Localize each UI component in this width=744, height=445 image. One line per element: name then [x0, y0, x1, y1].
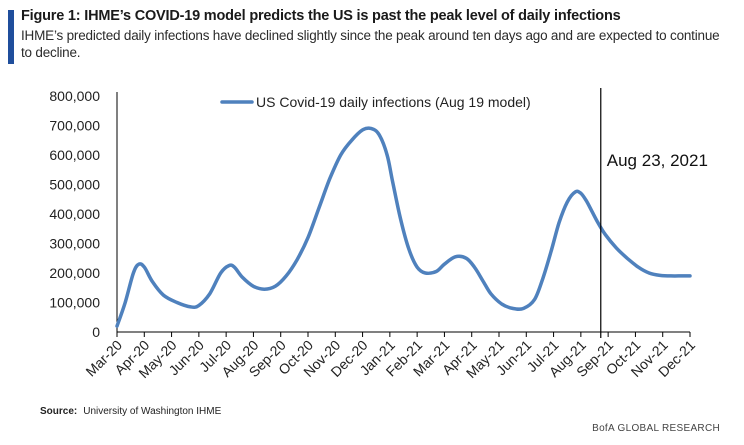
accent-bar [8, 10, 14, 64]
y-tick-label: 700,000 [49, 118, 100, 134]
x-axis: Mar-20Apr-20May-20Jun-20Jul-20Aug-20Sep-… [82, 331, 698, 381]
y-tick-label: 800,000 [49, 88, 100, 104]
y-tick-label: 100,000 [49, 295, 100, 311]
y-tick-label: 500,000 [49, 177, 100, 193]
annotation-label: Aug 23, 2021 [607, 151, 708, 170]
figure-subtitle: IHME’s predicted daily infections have d… [21, 28, 720, 60]
legend-label: US Covid-19 daily infections (Aug 19 mod… [256, 94, 531, 110]
annotation-group: Aug 23, 2021 [600, 88, 708, 338]
source-note: Source: University of Washington IHME [40, 406, 221, 417]
figure-title: Figure 1: IHME’s COVID-19 model predicts… [21, 8, 621, 24]
legend: US Covid-19 daily infections (Aug 19 mod… [220, 94, 531, 110]
source-label: Source: [40, 406, 78, 417]
brand-label: BofA GLOBAL RESEARCH [592, 423, 720, 434]
series-group [115, 126, 692, 328]
y-axis: 0 100,000 200,000 300,000 400,000 500,000 600,… [49, 88, 118, 340]
series-line [115, 126, 692, 328]
y-tick-label: 200,000 [49, 265, 100, 281]
figure-header: Figure 1: IHME’s COVID-19 model predicts… [8, 8, 736, 64]
source-text: University of Washington IHME [83, 406, 222, 417]
y-tick-label: 0 [92, 324, 100, 340]
y-tick-label: 600,000 [49, 147, 100, 163]
y-tick-label: 300,000 [49, 236, 100, 252]
y-tick-label: 400,000 [49, 206, 100, 222]
line-chart: 0 100,000 200,000 300,000 400,000 500,000 600,… [49, 88, 708, 381]
